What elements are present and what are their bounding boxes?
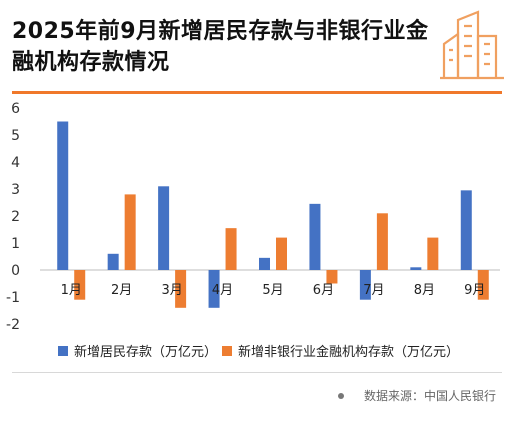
- title-divider: [12, 91, 502, 94]
- y-tick-label: 1: [11, 236, 20, 252]
- y-tick-label: 5: [11, 128, 20, 144]
- source-note: 数据来源：中国人民银行: [337, 387, 496, 404]
- bar-series-2: [74, 270, 86, 300]
- bar-series-2: [276, 237, 287, 270]
- legend-label-series-2: 新增非银行业金融机构存款（万亿元）: [238, 345, 460, 360]
- bar-series-1: [410, 267, 422, 270]
- chart-title: 2025年前9月新增居民存款与非银行业金融机构存款情况: [12, 19, 429, 75]
- bar-series-1: [460, 190, 472, 270]
- legend-item-series-2: 新增非银行业金融机构存款（万亿元）: [222, 341, 459, 360]
- x-tick-label: 2月: [111, 283, 132, 298]
- x-tick-label: 4月: [212, 283, 233, 298]
- bar-series-1: [359, 270, 371, 300]
- x-tick-label: 5月: [262, 283, 283, 298]
- bar-series-1: [107, 253, 119, 270]
- x-tick-label: 1月: [61, 283, 82, 298]
- y-tick-label: 2: [11, 209, 20, 225]
- bar-series-1: [208, 270, 220, 308]
- y-tick-label: 0: [11, 263, 20, 279]
- footer-divider: [12, 372, 502, 373]
- bar-series-2: [124, 194, 136, 270]
- x-tick-label: 8月: [414, 283, 435, 298]
- y-tick-label: 6: [11, 101, 20, 117]
- x-tick-label: 6月: [313, 283, 334, 298]
- y-tick-label: 3: [11, 182, 20, 198]
- bar-series-2: [326, 270, 338, 284]
- bar-series-1: [158, 186, 170, 270]
- y-tick-label: -2: [6, 317, 20, 333]
- bar-series-2: [175, 270, 187, 308]
- legend-swatch-orange: [222, 345, 232, 356]
- legend-item-series-1: 新增居民存款（万亿元）: [58, 341, 217, 360]
- buildings-icon: [440, 10, 504, 80]
- bar-series-1: [309, 203, 321, 270]
- bar-series-1: [259, 257, 270, 270]
- x-tick-label: 7月: [363, 283, 384, 298]
- x-tick-label: 3月: [161, 283, 182, 298]
- y-tick-label: -1: [6, 290, 20, 306]
- bar-series-2: [225, 228, 237, 270]
- bar-series-2: [376, 213, 388, 270]
- bar-chart: -2 -1 0 1 2 3 4 5 6 1月 2月 3月 4月 5月 6月 7月 8月 9月: [6, 101, 500, 333]
- bar-series-2: [477, 270, 489, 300]
- bar-series-2: [427, 237, 439, 270]
- source-text: 数据来源：中国人民银行: [363, 389, 496, 403]
- x-tick-label: 9月: [464, 283, 485, 298]
- legend-swatch-blue: [58, 345, 68, 356]
- bullet-dot: [337, 392, 344, 399]
- y-tick-label: 4: [11, 155, 20, 171]
- legend-label-series-1: 新增居民存款（万亿元）: [74, 345, 218, 360]
- bar-series-1: [57, 121, 69, 270]
